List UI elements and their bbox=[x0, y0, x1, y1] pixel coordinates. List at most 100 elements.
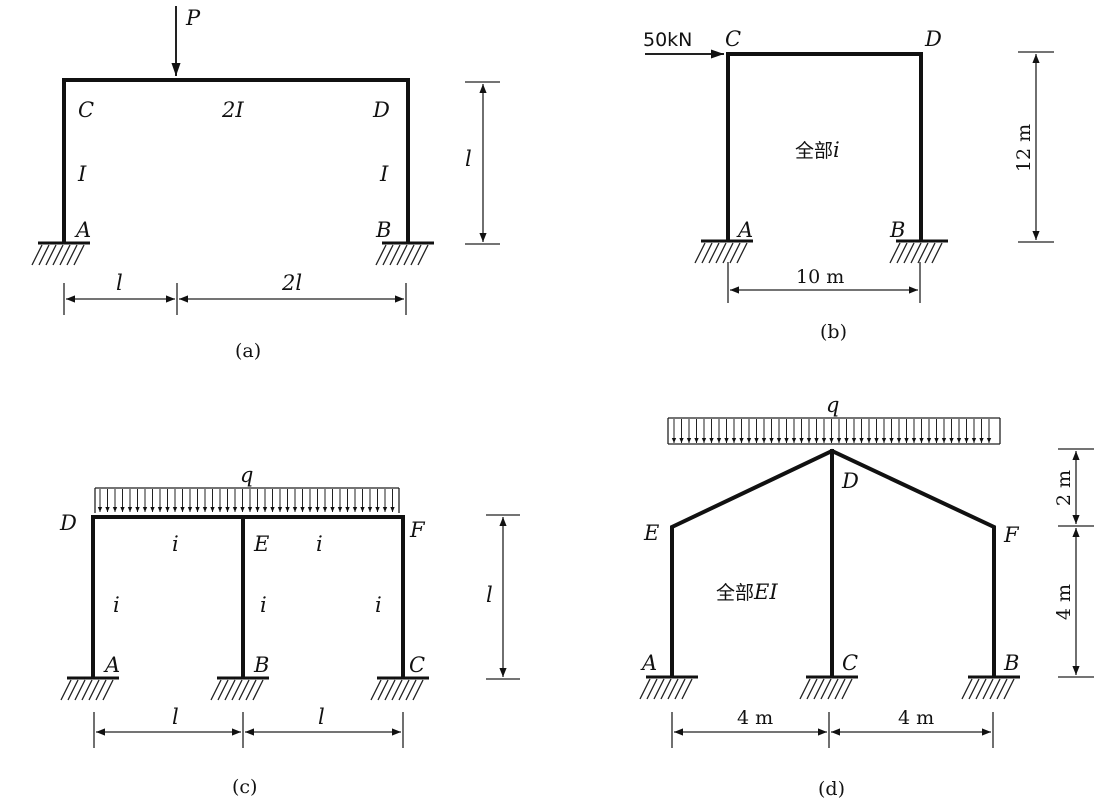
support-hatch bbox=[45, 244, 57, 266]
load-arrowhead bbox=[300, 507, 305, 512]
support-hatch bbox=[896, 242, 908, 264]
support-hatch bbox=[889, 242, 901, 264]
load-arrowhead bbox=[866, 438, 872, 443]
load-arrowhead bbox=[232, 507, 238, 512]
load-arrowhead bbox=[739, 438, 744, 443]
load-arrowhead bbox=[859, 438, 864, 443]
beam-right-stiffness: i bbox=[316, 532, 323, 556]
load-arrowhead bbox=[112, 507, 118, 512]
load-arrowhead bbox=[971, 438, 977, 443]
support-hatch bbox=[389, 244, 401, 266]
support-hatch bbox=[820, 678, 832, 700]
support-hatch bbox=[398, 679, 410, 701]
node-label-B: B bbox=[889, 218, 905, 242]
height-label: l bbox=[465, 147, 472, 171]
support-hatch bbox=[73, 244, 85, 266]
load-arrowhead bbox=[934, 438, 939, 443]
load-arrowhead bbox=[829, 438, 834, 443]
load-arrowhead bbox=[165, 507, 170, 512]
support-hatch bbox=[95, 679, 107, 701]
support-hatch bbox=[917, 242, 929, 264]
load-arrowhead bbox=[769, 438, 774, 443]
load-arrowhead bbox=[202, 507, 208, 512]
load-arrowhead bbox=[694, 438, 699, 443]
panel-c: q D E F i i i i i A B C l bbox=[59, 463, 520, 798]
support-hatch bbox=[412, 679, 424, 701]
support-hatch bbox=[968, 678, 980, 700]
load-arrowhead bbox=[360, 507, 365, 512]
height-top-label: 2 m bbox=[1053, 470, 1075, 506]
support-hatch bbox=[52, 244, 64, 266]
load-arrowhead bbox=[127, 507, 133, 512]
load-arrowhead bbox=[390, 507, 395, 512]
support-hatch bbox=[989, 678, 1001, 700]
load-arrowhead bbox=[322, 507, 328, 512]
fixed-support-B bbox=[961, 675, 1020, 700]
node-label-B: B bbox=[1003, 651, 1019, 675]
load-arrowhead bbox=[172, 507, 178, 512]
support-hatch bbox=[667, 678, 679, 700]
node-label-D: D bbox=[372, 98, 390, 122]
support-hatch bbox=[231, 679, 243, 701]
support-hatch bbox=[924, 242, 936, 264]
support-hatch bbox=[74, 679, 86, 701]
fixed-support-A bbox=[639, 675, 698, 700]
load-arrowhead bbox=[956, 438, 962, 443]
node-label-D: D bbox=[59, 511, 77, 535]
fixed-support-C bbox=[370, 676, 429, 701]
load-arrowhead bbox=[761, 438, 767, 443]
load-arrowhead bbox=[844, 438, 849, 443]
panel-a: P C D 2I I I A B l l 2l (a) bbox=[31, 6, 500, 362]
load-arrowhead bbox=[941, 438, 947, 443]
support-hatch bbox=[975, 678, 987, 700]
span-dimension: 4 m 4 m bbox=[671, 707, 994, 748]
fixed-support-A bbox=[60, 676, 119, 701]
load-arrowhead bbox=[874, 438, 879, 443]
support-hatch bbox=[382, 244, 394, 266]
node-label-F: F bbox=[409, 518, 426, 542]
caption-b: (b) bbox=[820, 321, 847, 343]
support-hatch bbox=[1003, 678, 1015, 700]
load-arrowhead bbox=[195, 507, 200, 512]
load-arrowhead bbox=[791, 438, 797, 443]
load-arrowhead bbox=[806, 438, 812, 443]
node-label-E: E bbox=[643, 521, 659, 545]
span-label: 10 m bbox=[796, 266, 844, 288]
load-label-q: q bbox=[826, 393, 839, 417]
load-arrowhead bbox=[986, 438, 992, 443]
load-arrowhead bbox=[157, 507, 163, 512]
support-hatch bbox=[31, 244, 43, 266]
support-hatch bbox=[639, 678, 651, 700]
support-hatch bbox=[81, 679, 93, 701]
support-hatch bbox=[729, 242, 741, 264]
support-hatch bbox=[910, 242, 922, 264]
support-hatch bbox=[370, 679, 382, 701]
load-arrowhead bbox=[731, 438, 737, 443]
stiffness-label: 全部EI bbox=[716, 580, 778, 604]
support-hatch bbox=[403, 244, 415, 266]
height-dimension: l bbox=[486, 514, 520, 680]
load-arrowhead bbox=[896, 438, 902, 443]
support-hatch bbox=[410, 244, 422, 266]
node-label-C: C bbox=[78, 98, 94, 122]
support-hatch bbox=[653, 678, 665, 700]
fixed-support-A bbox=[694, 239, 753, 264]
support-hatch bbox=[736, 242, 748, 264]
load-arrowhead bbox=[345, 507, 350, 512]
support-hatch bbox=[806, 678, 818, 700]
support-hatch bbox=[252, 679, 264, 701]
support-hatch bbox=[813, 678, 825, 700]
load-arrowhead bbox=[776, 438, 782, 443]
fixed-support-C bbox=[799, 675, 858, 700]
support-hatch bbox=[701, 242, 713, 264]
load-label-50kN: 50kN bbox=[643, 29, 692, 51]
support-hatch bbox=[834, 678, 846, 700]
load-arrowhead bbox=[142, 507, 148, 512]
load-arrowhead bbox=[255, 507, 260, 512]
load-arrowhead bbox=[814, 438, 819, 443]
node-label-B: B bbox=[253, 653, 269, 677]
height-dimension: 2 m 4 m bbox=[1053, 448, 1094, 678]
node-label-D: D bbox=[924, 27, 942, 51]
load-arrowhead bbox=[240, 507, 245, 512]
